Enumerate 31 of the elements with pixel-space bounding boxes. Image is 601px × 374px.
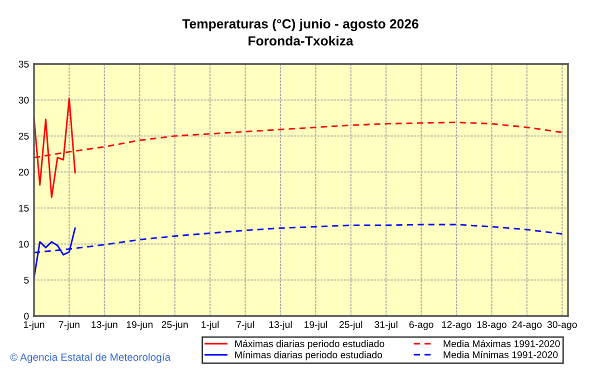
y-tick-label: 20 [18,168,29,176]
y-tick-label: 35 [18,60,29,68]
y-tick-label: 25 [18,132,29,140]
legend-label: Media Máximas 1991-2020 [444,340,560,348]
y-tick-label: 30 [18,96,29,104]
x-tick-label: 7-jun [58,320,80,330]
y-tick-label: 5 [24,276,29,284]
y-tick-label: 0 [24,312,29,320]
x-tick-label: 25-jul [339,320,362,330]
x-tick-label: 18-ago [477,321,506,330]
legend-label: Media Mínimas 1991-2020 [444,350,558,358]
y-tick-label: 15 [19,204,29,212]
y-tick-label: 10 [19,240,29,248]
legend-label: Mínimas diarias periodo estudiado [235,351,382,360]
legend-label: Máximas diarias periodo estudiado [235,340,384,350]
chart-subtitle: Foronda-Txokiza [248,36,354,46]
x-tick-label: 19-jun [126,320,153,330]
x-tick-label: 25-jun [162,320,188,330]
x-tick-label: 19-jul [304,320,327,330]
x-tick-label: 1-jul [202,320,219,330]
x-tick-label: 12-ago [442,321,472,330]
x-tick-label: 13-jun [92,320,118,330]
text: © Agencia Estatal de Meteorología [10,353,171,363]
x-tick-label: 24-ago [512,321,542,330]
x-tick-label: 13-jul [269,320,292,330]
chart-title: Temperaturas (°C) junio - agosto 2026 [182,18,418,32]
x-tick-label: 30-ago [547,321,577,330]
x-tick-label: 1-jun [24,320,44,330]
x-tick-label: 7-jul [236,320,254,330]
x-tick-label: 31-jul [374,320,398,330]
x-tick-label: 6-ago [409,321,434,330]
